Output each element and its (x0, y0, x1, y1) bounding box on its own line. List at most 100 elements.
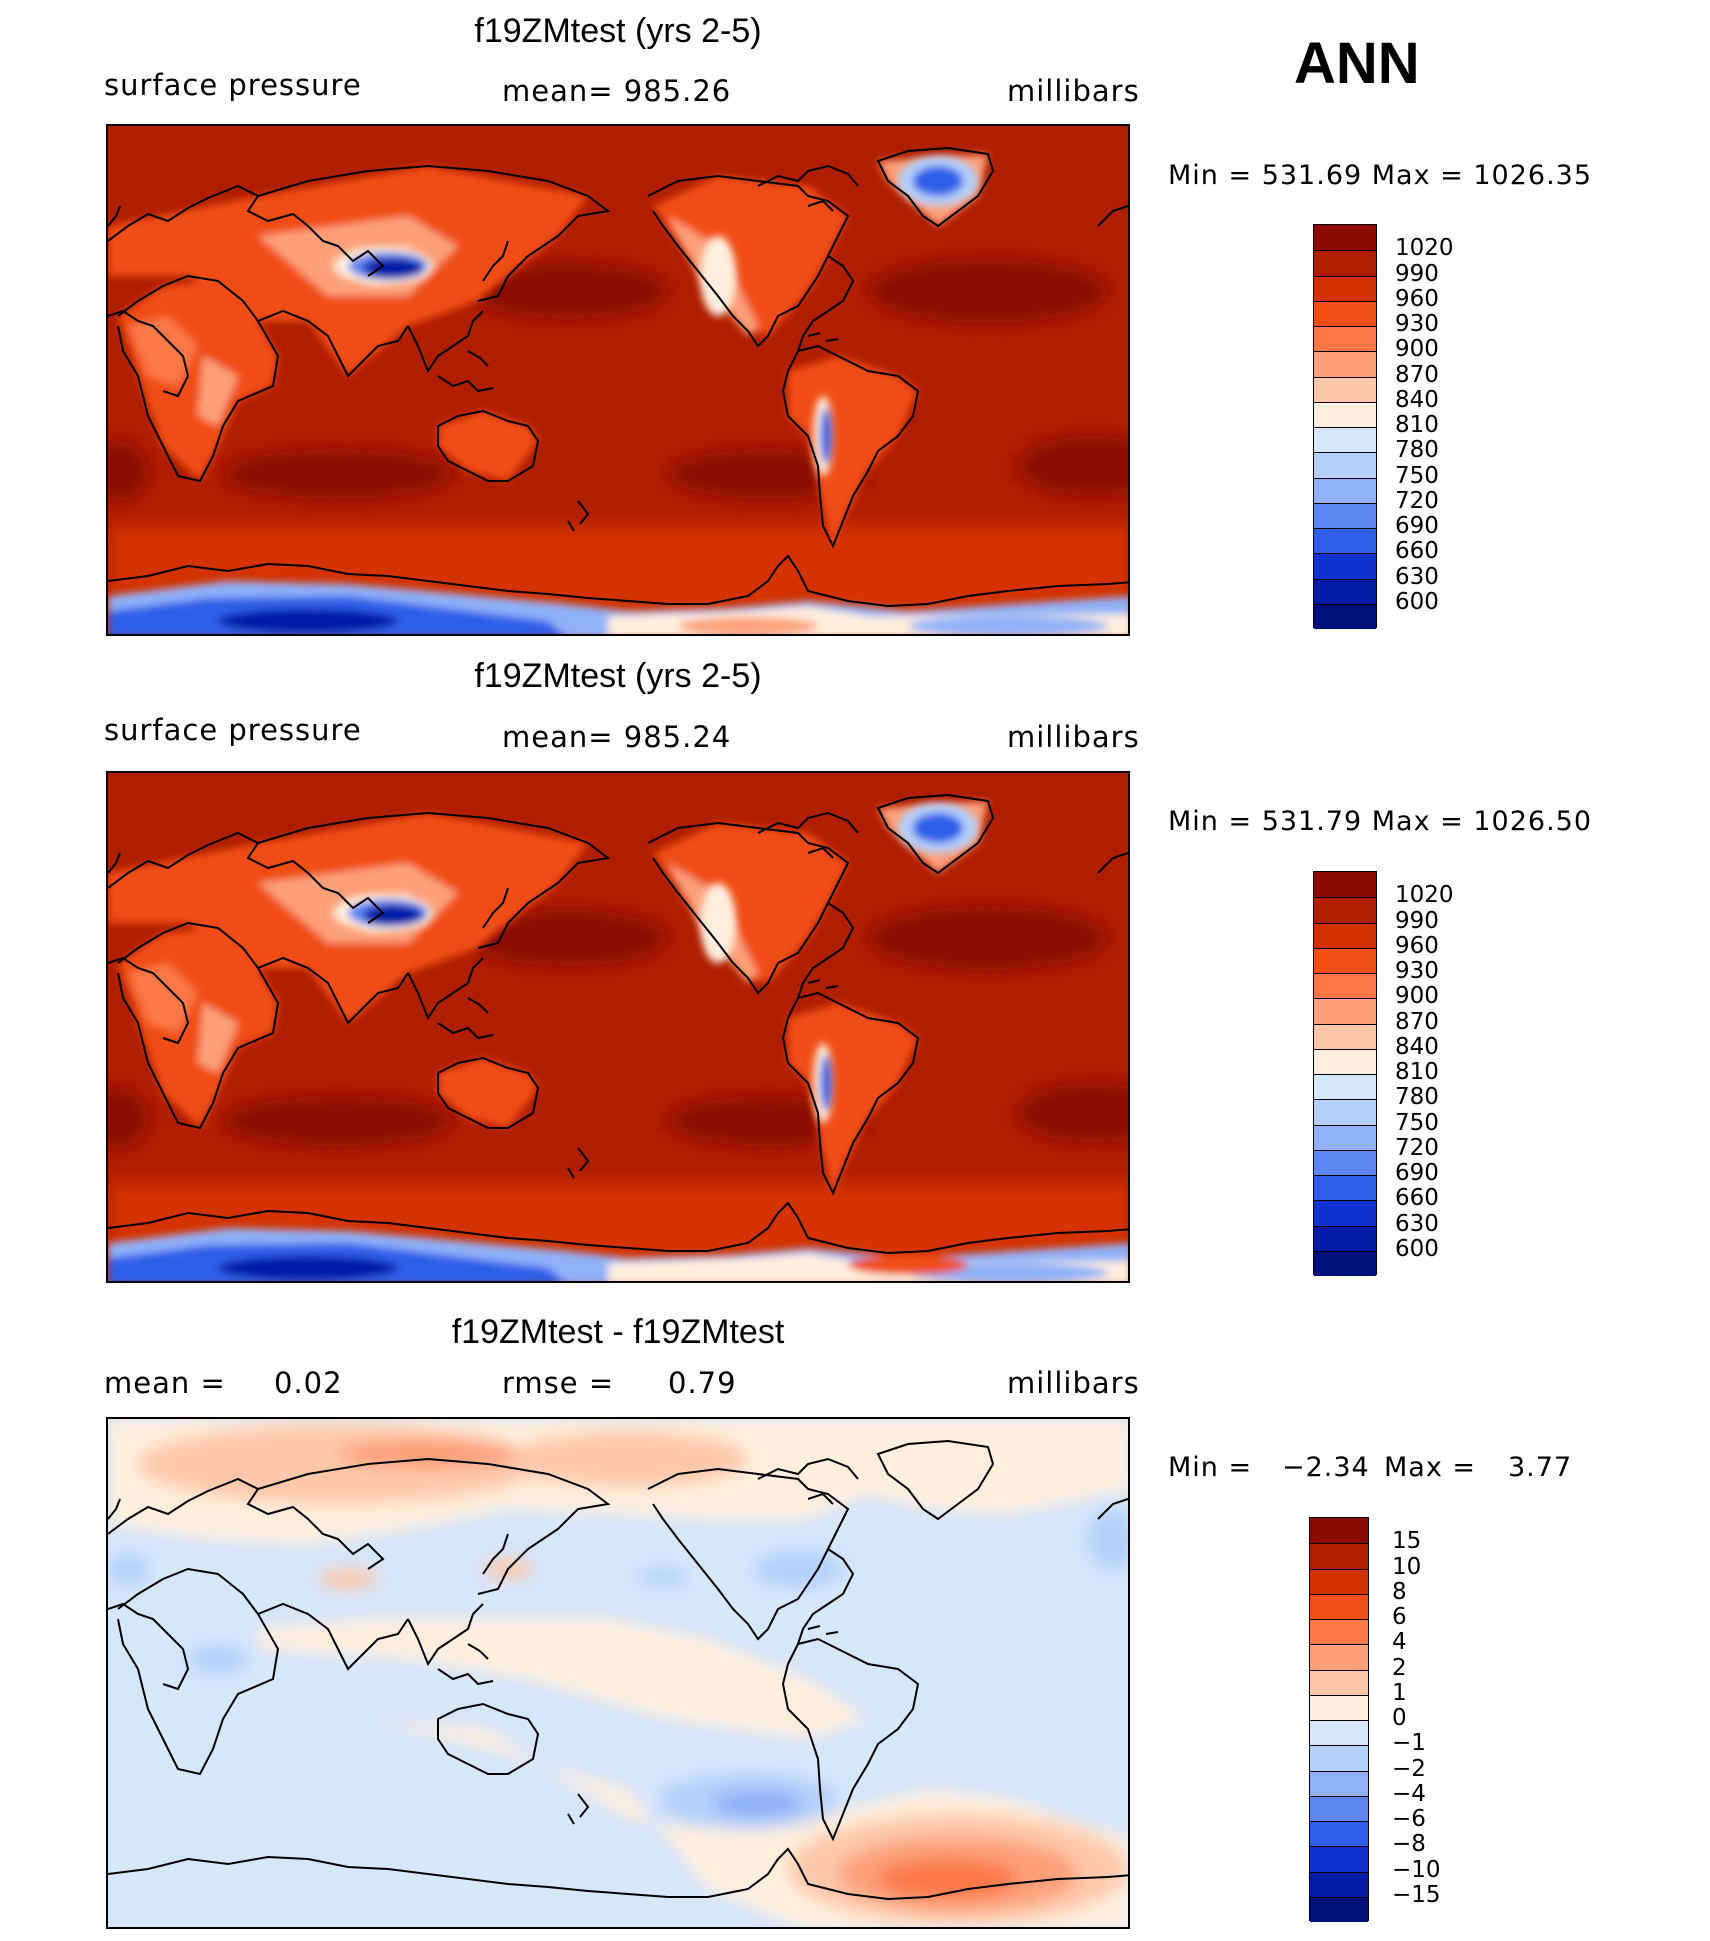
colorbar-label: 600 (1395, 588, 1439, 615)
colorbar-segment (1314, 973, 1376, 999)
colorbar-label: 630 (1395, 563, 1439, 590)
colorbar-segment (1314, 603, 1376, 629)
colorbar-label: 990 (1395, 907, 1439, 934)
colorbar-segment (1314, 897, 1376, 923)
colorbar-segment (1314, 427, 1376, 453)
colorbar-label: 930 (1395, 958, 1439, 984)
colorbar-label: 660 (1395, 538, 1439, 565)
colorbar-segment (1314, 1149, 1376, 1175)
panel2-colorbar (1313, 871, 1377, 1276)
colorbar-label: 750 (1395, 1109, 1439, 1136)
colorbar-label: 870 (1395, 1008, 1439, 1035)
panel1-minmax: Min = 531.69 Max = 1026.35 (1168, 160, 1593, 191)
colorbar-segment (1310, 1593, 1368, 1619)
colorbar-segment (1314, 376, 1376, 402)
colorbar-segment (1314, 1099, 1376, 1125)
panel2-variable-label: surface pressure (104, 713, 362, 747)
colorbar-segment (1314, 250, 1376, 276)
colorbar-label: 960 (1395, 285, 1439, 312)
panel3-min-value: −2.34 (1282, 1452, 1370, 1483)
colorbar-label: 0 (1392, 1705, 1407, 1731)
colorbar-label: 660 (1395, 1185, 1439, 1212)
season-label: ANN (1294, 31, 1420, 96)
colorbar-label: 780 (1395, 1084, 1439, 1111)
colorbar-segment (1314, 922, 1376, 948)
colorbar-label: 600 (1395, 1235, 1439, 1262)
panel2-map-svg (108, 773, 1128, 1281)
colorbar-segment (1310, 1745, 1368, 1771)
colorbar-label: 840 (1395, 386, 1439, 413)
panel2-minmax: Min = 531.79 Max = 1026.50 (1168, 806, 1593, 837)
panel3-map-svg (108, 1419, 1128, 1927)
colorbar-label: 900 (1395, 983, 1439, 1010)
colorbar-segment (1314, 1175, 1376, 1201)
colorbar-label: 10 (1392, 1553, 1422, 1580)
colorbar-label: 780 (1395, 437, 1439, 464)
colorbar-label: 990 (1395, 260, 1439, 287)
colorbar-segment (1314, 300, 1376, 326)
colorbar-label: −4 (1392, 1780, 1426, 1807)
colorbar-segment (1314, 502, 1376, 528)
colorbar-segment (1310, 1694, 1368, 1720)
colorbar-label: 810 (1395, 1059, 1439, 1085)
colorbar-segment (1314, 225, 1376, 251)
colorbar-label: 1020 (1395, 882, 1454, 909)
panel2-units-label: millibars (1007, 720, 1140, 754)
colorbar-label: −10 (1392, 1856, 1441, 1883)
colorbar-segment (1314, 1124, 1376, 1150)
colorbar-segment (1314, 1225, 1376, 1251)
colorbar-label: −15 (1392, 1881, 1441, 1908)
panel3-units-label: millibars (1007, 1366, 1140, 1400)
panel1-variable-label: surface pressure (104, 68, 362, 102)
colorbar-segment (1314, 1250, 1376, 1276)
colorbar-label: −6 (1392, 1806, 1426, 1832)
colorbar-label: 720 (1395, 487, 1439, 514)
colorbar-label: 8 (1392, 1578, 1407, 1605)
colorbar-label: 690 (1395, 513, 1439, 539)
panel3-min-label: Min = (1168, 1452, 1253, 1483)
colorbar-label: 750 (1395, 462, 1439, 489)
panel1-mean-label: mean= 985.26 (502, 74, 732, 108)
colorbar-segment (1314, 1074, 1376, 1100)
panel3-max-value: 3.77 (1508, 1452, 1573, 1483)
panel1-map-svg (108, 126, 1128, 634)
colorbar-label: −2 (1392, 1755, 1426, 1782)
colorbar-label: 930 (1395, 311, 1439, 337)
panel1-units-label: millibars (1007, 74, 1140, 108)
colorbar-label: 960 (1395, 932, 1439, 959)
colorbar-segment (1310, 1795, 1368, 1821)
colorbar-segment (1314, 553, 1376, 579)
colorbar-segment (1310, 1644, 1368, 1670)
panel3-colorbar (1309, 1517, 1369, 1922)
colorbar-segment (1310, 1720, 1368, 1746)
colorbar-label: −1 (1392, 1730, 1426, 1757)
colorbar-label: 1 (1392, 1679, 1407, 1706)
colorbar-segment (1314, 401, 1376, 427)
colorbar-segment (1310, 1770, 1368, 1796)
panel3-title: f19ZMtest - f19ZMtest (451, 1313, 785, 1351)
colorbar-label: 4 (1392, 1629, 1407, 1656)
colorbar-label: 900 (1395, 336, 1439, 363)
colorbar-segment (1314, 477, 1376, 503)
colorbar-label: 690 (1395, 1160, 1439, 1186)
colorbar-segment (1314, 998, 1376, 1024)
panel3-map (106, 1417, 1130, 1929)
panel3-mean-label: mean = (104, 1366, 226, 1400)
colorbar-label: 15 (1392, 1528, 1422, 1555)
panel1-map (106, 124, 1130, 636)
colorbar-segment (1310, 1669, 1368, 1695)
colorbar-segment (1314, 528, 1376, 554)
colorbar-segment (1314, 1023, 1376, 1049)
colorbar-segment (1310, 1871, 1368, 1897)
colorbar-label: 810 (1395, 412, 1439, 438)
panel2-mean-label: mean= 985.24 (502, 720, 732, 754)
colorbar-label: 6 (1392, 1604, 1407, 1630)
colorbar-segment (1314, 452, 1376, 478)
panel1-title: f19ZMtest (yrs 2-5) (474, 12, 762, 50)
colorbar-label: 1020 (1395, 235, 1454, 262)
panel2-title: f19ZMtest (yrs 2-5) (474, 657, 762, 695)
colorbar-label: 720 (1395, 1134, 1439, 1161)
panel3-rmse-value: 0.79 (668, 1366, 737, 1400)
colorbar-segment (1314, 1048, 1376, 1074)
colorbar-segment (1310, 1846, 1368, 1872)
